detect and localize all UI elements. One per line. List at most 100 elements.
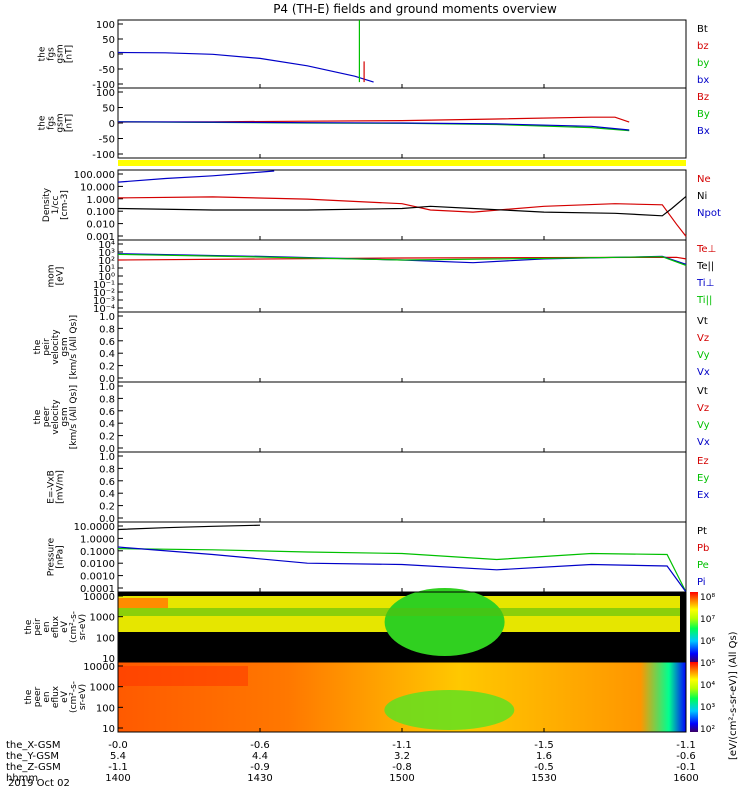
panel-10: 10000 1000 100 10 the peer en eflux eV (cm²-s-sr-…: [24, 661, 687, 735]
legend-entry: Bx: [697, 126, 710, 137]
y-axis-label: gsm: [60, 407, 70, 426]
ion-spectrogram: [118, 588, 686, 662]
series-Pe: [117, 548, 687, 593]
y-axis-label: the: [33, 339, 43, 354]
y-tick-label: 10: [102, 724, 115, 735]
electron-spectrogram-plume: [384, 690, 515, 730]
electron-spectrogram: [118, 662, 686, 732]
y-axis-label: fgs: [47, 47, 57, 61]
y-tick-label: 0.0: [99, 514, 115, 525]
y-tick-label: 0.6: [99, 337, 115, 348]
y-tick-label: 0.4: [99, 349, 115, 360]
y-tick-label: 0.8: [99, 324, 115, 335]
y-tick-label: 10.000: [80, 182, 115, 193]
ephemeris-value: 1430: [247, 773, 272, 784]
y-axis-label: velocity: [51, 329, 61, 365]
ephemeris-row-label: the_Z-GSM: [6, 762, 61, 773]
y-tick-label: 100: [96, 703, 115, 714]
colorbar-electron: [690, 662, 698, 732]
y-tick-label: 10000: [83, 592, 115, 603]
y-tick-label: 0.2: [99, 432, 115, 443]
y-axis-label: en: [42, 621, 52, 632]
y-tick-label: 0: [109, 119, 115, 130]
series-Pi: [117, 546, 687, 593]
y-axis-label: the: [33, 409, 43, 424]
y-tick-label: -100: [92, 80, 115, 91]
y-axis-label: [nPa]: [56, 545, 66, 568]
ephemeris-value: 1400: [105, 773, 130, 784]
y-axis-label: sr-eV): [78, 684, 88, 710]
legend-entry: Ti||: [696, 295, 712, 306]
ion-spectrogram-hot: [118, 598, 168, 608]
legend-entry: by: [697, 58, 709, 69]
y-tick-label: 0: [109, 50, 115, 61]
y-tick-label: -50: [99, 65, 115, 76]
panel-2: 100 50 0 -50 -100 the fgs gsm [nT] Bz By Bx: [38, 87, 710, 161]
y-axis-label: Pressure: [47, 537, 57, 576]
y-tick-label: 0.0010: [80, 572, 115, 583]
y-axis-label: gsm: [56, 44, 66, 63]
y-tick-label: 0.001: [86, 232, 115, 243]
y-axis-label: fgs: [47, 116, 57, 130]
y-tick-label: 10³: [98, 248, 115, 259]
ephemeris-value: -1.5: [534, 740, 554, 751]
legend-entry: Ne: [697, 174, 711, 185]
y-tick-label: -50: [99, 135, 115, 146]
y-axis-label: peer: [42, 406, 52, 427]
y-axis-label: en: [42, 691, 52, 702]
y-tick-label: 10000: [83, 662, 115, 673]
ephemeris-value: -0.5: [534, 762, 554, 773]
legend-entry: Vx: [697, 437, 710, 448]
panel-7: 1.00.8 0.60.4 0.20.0 E=-VxB [mV/m] Ez Ey Ex: [47, 451, 709, 525]
series-Ne: [117, 196, 687, 237]
y-axis-label: peir: [42, 338, 52, 356]
ephemeris-value: 4.4: [252, 751, 268, 762]
panel-6: 1.00.8 0.60.4 0.20.0 the peer velocity gsm [km/…: [33, 381, 710, 455]
ephemeris-value: -0.6: [250, 740, 270, 751]
legend-entry: Vy: [697, 420, 710, 431]
ephemeris-value: -1.1: [676, 740, 696, 751]
y-axis-label: [km/s (All Qs)]: [69, 315, 79, 379]
legend-entry: Vx: [697, 367, 710, 378]
status-bar: [118, 160, 686, 166]
panel-1: 100 50 0 -50 -100 the fgs gsm [nT] Bt bz by bx: [38, 19, 709, 91]
legend-entry: Ez: [697, 456, 709, 467]
ephemeris-value: 5.4: [110, 751, 126, 762]
ephemeris-value: 1530: [531, 773, 556, 784]
colorbar-tick-label: 10⁴: [700, 681, 715, 691]
legend-entry: Ey: [697, 473, 709, 484]
ephemeris-value: 1.6: [536, 751, 552, 762]
legend-entry: Pt: [697, 526, 707, 537]
ion-spectrogram-stripe: [118, 608, 680, 616]
colorbar: 10⁸ 10⁷ 10⁶ 10⁵ 10⁴ 10³ 10² [eV/(cm²-s-sr-eV)]…: [690, 592, 739, 760]
legend-entry: bz: [697, 41, 709, 52]
y-axis-label: Density: [42, 187, 52, 222]
legend-entry: Ex: [697, 490, 709, 501]
legend-entry: Te⊥: [696, 244, 716, 255]
y-tick-label: 1000: [90, 683, 115, 694]
ephemeris-value: -0.9: [250, 762, 270, 773]
legend-entry: Vy: [697, 350, 710, 361]
ephemeris-row-label: the_X-GSM: [6, 740, 60, 751]
y-tick-label: 1000: [90, 613, 115, 624]
y-tick-label: 50: [102, 104, 115, 115]
colorbar-tick-label: 10²: [700, 725, 715, 735]
legend-entry: Bt: [697, 24, 708, 35]
y-axis-label: eV: [60, 620, 70, 633]
ephemeris-value: -0.0: [108, 740, 128, 751]
ephemeris-row-label: the_Y-GSM: [6, 751, 59, 762]
figure-title: P4 (TH-E) fields and ground moments over…: [273, 2, 557, 16]
series-Npot: [117, 170, 275, 183]
y-tick-label: 10: [102, 654, 115, 665]
legend-entry: Ti⊥: [696, 278, 714, 289]
y-tick-label: 50: [102, 35, 115, 46]
y-tick-label: 10¹: [98, 264, 115, 275]
y-tick-label: 0.8: [99, 394, 115, 405]
y-tick-label: 0.1000: [80, 547, 115, 558]
y-tick-label: 10⁰: [98, 272, 115, 283]
y-tick-label: 0.0100: [80, 559, 115, 570]
y-axis-label: [nT]: [65, 45, 75, 63]
legend-entry: Npot: [697, 208, 721, 219]
